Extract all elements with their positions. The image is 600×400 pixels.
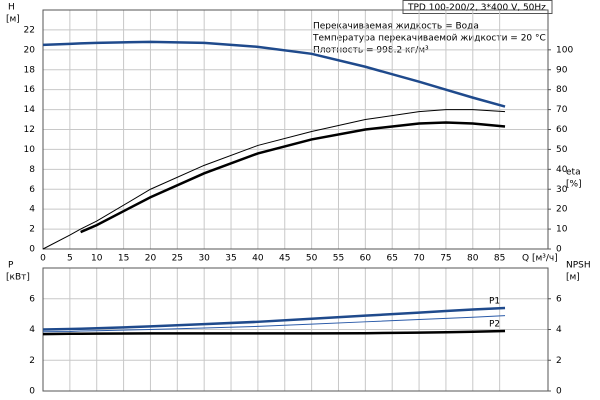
y2-tick-label: 90 (556, 65, 568, 75)
series-line (42, 329, 506, 336)
x-tick-label: 15 (118, 254, 129, 264)
y2-tick-label: 100 (556, 45, 573, 55)
annotation: P2 (489, 320, 500, 330)
y-tick-label: 0 (29, 245, 35, 255)
y-tick-label: 4 (29, 325, 35, 335)
y2-tick-label: 4 (556, 325, 562, 335)
x-tick-label: 40 (252, 254, 264, 264)
x-tick-label: 70 (413, 254, 425, 264)
y-tick-label: 20 (24, 45, 36, 55)
y-tick-label: 22 (24, 25, 35, 35)
y-axis-title: H (8, 3, 15, 13)
x-tick-label: 10 (91, 254, 103, 264)
note: Перекачиваемая жидкость = Вода (313, 22, 479, 32)
y2-axis-title: eta (566, 168, 581, 178)
y2-tick-label: 0 (556, 245, 562, 255)
x-tick-label: 50 (306, 254, 318, 264)
y-axis-unit: [м] (6, 15, 20, 25)
y-tick-label: 6 (29, 294, 35, 304)
series-line (42, 109, 506, 250)
y2-tick-label: 40 (556, 165, 568, 175)
y-tick-label: 6 (29, 185, 35, 195)
x-tick-label: 0 (40, 254, 46, 264)
y2-tick-label: 20 (556, 205, 568, 215)
series-line (42, 306, 506, 331)
y-tick-label: 0 (29, 387, 35, 397)
y2-tick-label: 60 (556, 125, 568, 135)
y-tick-label: 12 (24, 125, 35, 135)
y2-tick-label: 2 (556, 356, 562, 366)
x-tick-label: 80 (467, 254, 479, 264)
x-tick-label: 20 (145, 254, 157, 264)
x-tick-label: 45 (279, 254, 290, 264)
y-axis-unit: [кВт] (6, 273, 30, 283)
x-tick-label: 35 (225, 254, 236, 264)
y2-tick-label: 6 (556, 294, 562, 304)
y-tick-label: 4 (29, 205, 35, 215)
x-tick-label: 65 (386, 254, 397, 264)
y2-tick-label: 80 (556, 85, 568, 95)
plot-frame (42, 9, 549, 250)
x-axis-title: Q [м³/ч] (522, 254, 558, 264)
y-tick-label: 16 (24, 85, 36, 95)
x-tick-label: 75 (440, 254, 451, 264)
y2-tick-label: 70 (556, 105, 568, 115)
y2-axis-unit: [м] (566, 273, 580, 283)
x-tick-label: 5 (67, 254, 73, 264)
series-line (42, 40, 506, 108)
y-tick-label: 8 (29, 165, 35, 175)
y-tick-label: 2 (29, 356, 35, 366)
y-axis-title: P (8, 261, 14, 271)
y2-axis-unit: [%] (566, 180, 582, 190)
note: Температура перекачиваемой жидкости = 20… (312, 34, 546, 44)
y-tick-label: 10 (24, 145, 36, 155)
y2-tick-label: 10 (556, 225, 568, 235)
y-tick-label: 18 (24, 65, 36, 75)
y2-axis-title: NPSH (566, 261, 591, 271)
x-tick-label: 55 (333, 254, 344, 264)
x-tick-label: 85 (494, 254, 505, 264)
chart-title: TPD 100-200/2, 3*400 V, 50Hz (407, 3, 546, 13)
y2-tick-label: 30 (556, 185, 568, 195)
series-line (80, 121, 506, 234)
y-tick-label: 2 (29, 225, 35, 235)
x-tick-label: 60 (360, 254, 372, 264)
y2-tick-label: 0 (556, 387, 562, 397)
y-tick-label: 14 (24, 105, 36, 115)
series-line (42, 315, 506, 333)
x-tick-label: 25 (172, 254, 183, 264)
annotation: P1 (489, 297, 500, 307)
note: Плотность = 998.2 кг/м³ (313, 46, 429, 56)
x-tick-label: 30 (198, 254, 210, 264)
y2-tick-label: 50 (556, 145, 568, 155)
